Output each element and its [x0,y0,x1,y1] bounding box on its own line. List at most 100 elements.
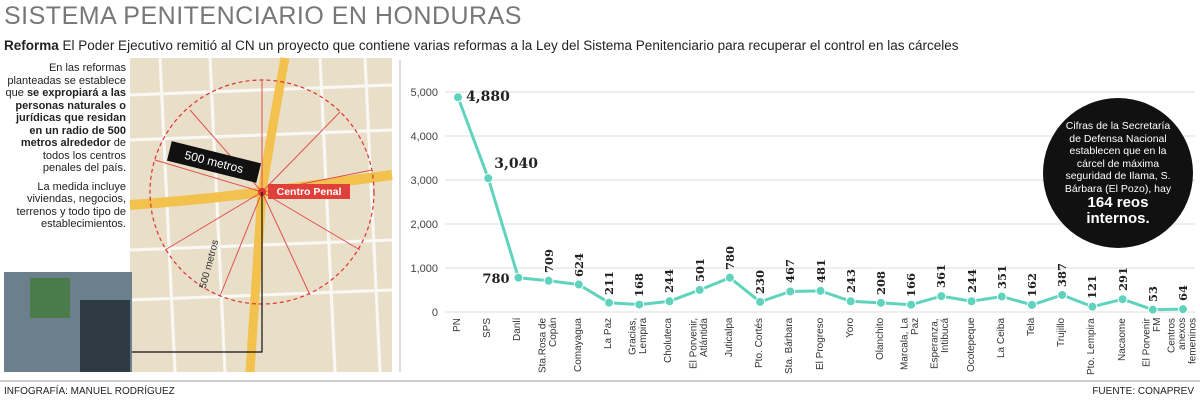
intro-bold: se expropiará a las personas naturales o… [15,87,126,149]
value-label: 351 [994,264,1009,289]
x-tick-label: Danlí [512,318,524,342]
x-tick-label: Gracias, Lempira [627,318,650,356]
value-label: 361 [934,264,949,289]
x-tick-label: Pto. Cortés [753,318,765,369]
data-point [966,296,977,307]
value-label: 211 [602,270,617,295]
value-label: 244 [964,269,979,294]
center-label-box [268,184,350,199]
map-avenue [245,57,290,373]
y-tick-label: 5,000 [410,87,438,99]
x-tick-label: Centros anexos femeninos [1166,318,1199,365]
x-tick-label: Sta. Bárbara [784,318,796,375]
lead-text: El Poder Ejecutivo remitió al CN un proy… [62,38,959,53]
lead: Reforma El Poder Ejecutivo remitió al CN… [4,38,958,53]
intro: En las reformas planteadas se establece … [5,62,126,99]
value-label: 3,040 [494,156,539,173]
x-tick-label: Marcala, La Paz [899,318,922,371]
y-tick-label: 0 [432,307,438,319]
data-point [996,291,1007,302]
value-label: 709 [541,248,556,273]
value-label: 162 [1024,272,1039,297]
data-point [785,286,796,297]
value-label: 168 [632,272,647,297]
photo-building [80,300,130,372]
lead-label: Reforma [4,38,59,53]
source: FUENTE: CONAPREV [1092,386,1194,397]
value-label: 780 [482,271,510,287]
map-avenue [129,170,393,210]
value-label: 467 [783,259,798,284]
x-tick-label: El Porvenir, Atlántida [688,318,710,370]
connector [132,192,263,353]
note: La medida incluye viviendas, negocios, t… [16,180,126,231]
value-label: 208 [873,270,888,295]
value-label: 501 [692,257,707,282]
data-point [513,272,524,283]
data-point [845,296,856,307]
x-tick-label: Ocotepeque [965,318,977,373]
x-tick-label: Comayagua [572,318,584,372]
center-label: Centro Penal [277,186,342,198]
value-label: 244 [662,269,677,294]
value-label: 53 [1145,285,1160,302]
value-label: 780 [722,245,737,270]
data-point [755,296,766,307]
x-tick-label: La Ceiba [995,318,1007,359]
y-tick-label: 3,000 [410,175,438,187]
x-tick-label: El Progreso [814,318,826,371]
x-tick-label: Olanchito [874,318,886,361]
radius-label-box [166,141,262,183]
callout: Cifras de la Secretaría de Defensa Nacio… [1043,98,1193,248]
data-point [573,279,584,290]
data-point [1026,299,1037,310]
intro-rest: de todos los centros penales del país. [42,137,126,174]
callout-text: Cifras de la Secretaría de Defensa Nacio… [1064,120,1172,195]
data-point [1147,304,1158,315]
y-tick-label: 2,000 [410,219,438,231]
value-label: 121 [1085,274,1100,299]
data-point [724,272,735,283]
x-tick-label: Tela [1025,318,1037,337]
data-point [875,297,886,308]
value-label: 64 [1176,285,1190,302]
x-tick-label: SPS [481,318,493,339]
data-point [1057,289,1068,300]
x-tick-label: PN [451,318,463,332]
data-point [453,92,463,103]
data-point [543,275,554,286]
data-point [936,291,947,302]
sidebar-text: En las reformas planteadas se establece … [4,62,126,231]
y-tick-label: 4,000 [410,131,438,143]
data-point [483,173,494,184]
data-point [634,299,645,310]
data-point [906,299,917,310]
data-point [604,297,615,308]
y-tick-label: 1,000 [410,263,438,275]
value-label: 624 [571,252,586,277]
callout-highlight: 164 reos internos. [1086,194,1150,227]
value-label: 166 [904,272,919,297]
x-tick-label: Juticalpa [723,318,735,358]
title: SISTEMA PENITENCIARIO EN HONDURAS [4,2,522,30]
x-tick-label: Nacaome [1116,318,1128,361]
value-label: 481 [813,258,828,283]
value-label: 387 [1055,262,1070,287]
data-point [1178,304,1188,315]
x-tick-label: La Paz [602,318,614,350]
x-tick-label: Trujillo [1055,318,1067,348]
value-label: 4,880 [466,89,510,106]
data-point [815,285,826,296]
credit: INFOGRAFÍA: MANUEL RODRÍGUEZ [4,386,175,397]
photo-sign [30,278,70,318]
data-point [1117,294,1128,305]
x-tick-label: Pto. Lempira [1086,318,1098,375]
x-tick-label: Sta.Rosa de Copán [537,318,559,374]
x-tick-label: El Porvenir FM [1141,318,1163,367]
data-point [694,284,705,295]
value-label: 291 [1115,267,1130,292]
value-label: 230 [753,269,768,294]
data-point [664,296,675,307]
data-point [1087,301,1098,312]
